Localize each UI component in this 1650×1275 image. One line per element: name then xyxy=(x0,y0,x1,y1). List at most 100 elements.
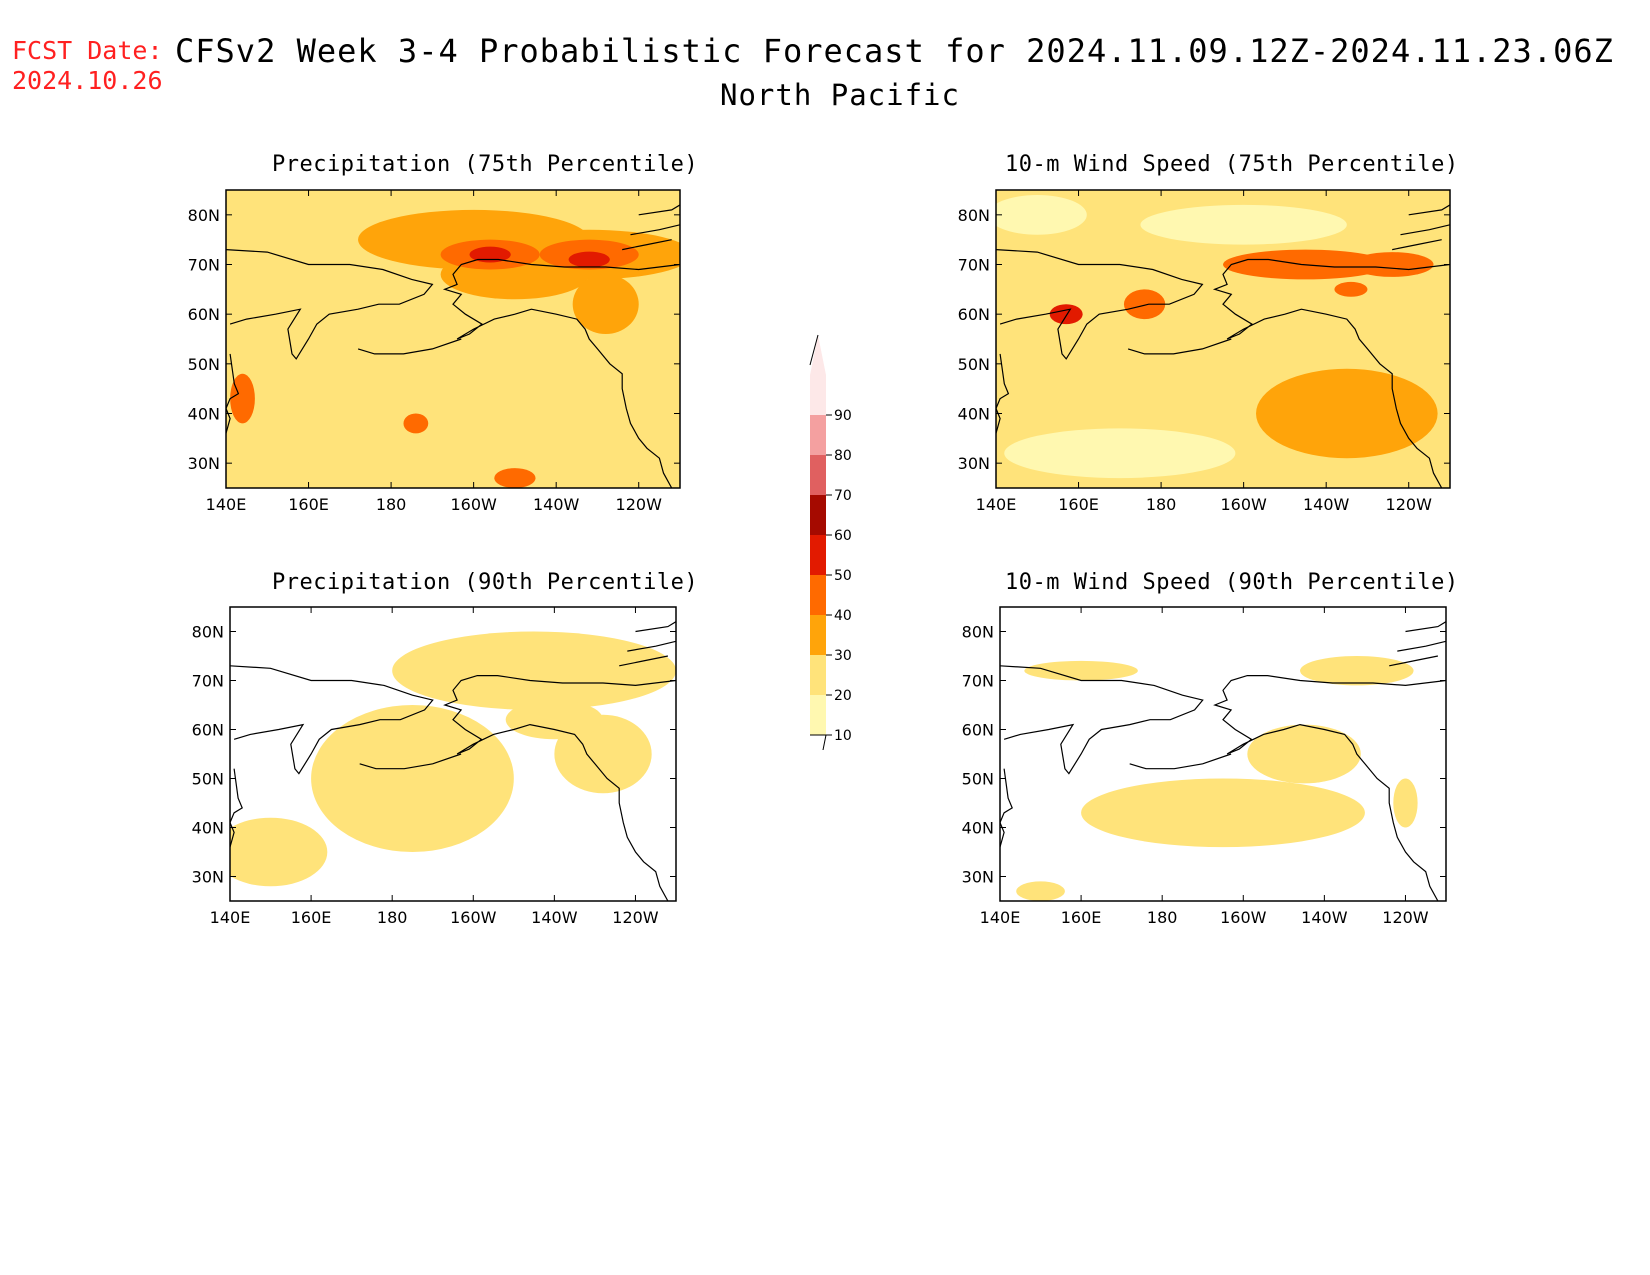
probability-patch xyxy=(1081,778,1365,848)
lon-tick-label: 160W xyxy=(1220,495,1267,514)
lat-tick-label: 60N xyxy=(192,721,224,740)
panel-title-wind90: 10-m Wind Speed (90th Percentile) xyxy=(1005,570,1459,595)
colorbar-tick-label: 10 xyxy=(834,728,852,744)
lon-tick-label: 140W xyxy=(1303,495,1350,514)
coastline xyxy=(1127,338,1232,355)
colorbar-segment xyxy=(810,615,826,655)
coastline xyxy=(443,675,676,901)
coastline xyxy=(1392,239,1442,251)
coastline xyxy=(359,753,462,770)
probability-patch xyxy=(1024,660,1138,681)
coastline xyxy=(226,249,434,360)
lon-tick-label: 160E xyxy=(1061,908,1102,927)
coastline xyxy=(357,338,462,355)
lat-tick-label: 40N xyxy=(188,405,220,424)
coastline xyxy=(1129,753,1232,770)
lon-tick-label: 180 xyxy=(1147,908,1178,927)
coastline xyxy=(1213,675,1446,901)
coastline xyxy=(630,224,680,236)
lon-tick-label: 160W xyxy=(450,908,497,927)
colorbar-segment xyxy=(810,495,826,535)
colorbar-tick-label: 30 xyxy=(834,648,852,664)
lat-tick-label: 70N xyxy=(962,672,994,691)
lat-tick-label: 70N xyxy=(192,672,224,691)
lat-tick-label: 60N xyxy=(962,721,994,740)
colorbar-tick-label: 80 xyxy=(834,448,852,464)
colorbar-segment xyxy=(810,455,826,495)
lon-tick-label: 140E xyxy=(980,908,1021,927)
lon-tick-label: 140E xyxy=(206,495,247,514)
lon-tick-label: 120W xyxy=(1382,908,1429,927)
panel-title-precip90: Precipitation (90th Percentile) xyxy=(272,570,699,595)
coastline xyxy=(1400,224,1450,236)
map-frame xyxy=(225,189,681,489)
lat-tick-label: 60N xyxy=(958,305,990,324)
probability-patch xyxy=(1393,778,1418,828)
probability-patch xyxy=(469,246,511,263)
probability-patch xyxy=(1123,289,1166,320)
lat-tick-label: 40N xyxy=(192,819,224,838)
map-wind90: 140E 160E 180 160W 140W 120W 30N 40N 50N 60N 70N 80… xyxy=(962,606,1447,927)
fcst-date-value: 2024.10.26 xyxy=(12,66,163,95)
map-precip90: 140E 160E 180 160W 140W 120W 30N 40N 50N 60N 70N 80… xyxy=(192,606,677,927)
colorbar-legend: 10 20 30 40 50 60 70 80 90 xyxy=(809,334,852,750)
coastline xyxy=(1405,621,1446,633)
lon-tick-label: 160E xyxy=(1058,495,1099,514)
lat-tick-label: 30N xyxy=(958,454,990,473)
lat-tick-label: 80N xyxy=(958,206,990,225)
map-wind75: 140E 160E 180 160W 140W 120W 30N 40N 50N 60N 70N 80… xyxy=(958,189,1451,514)
probability-patch xyxy=(1140,204,1347,245)
colorbar-tick-label: 70 xyxy=(834,488,852,504)
colorbar-tick-label: 40 xyxy=(834,608,852,624)
lon-tick-label: 120W xyxy=(616,495,663,514)
probability-patch xyxy=(230,373,255,424)
coastline xyxy=(622,239,672,251)
lat-tick-label: 80N xyxy=(188,206,220,225)
map-background xyxy=(1000,607,1446,901)
lon-tick-label: 140E xyxy=(976,495,1017,514)
probability-patch xyxy=(505,700,604,740)
lon-tick-label: 120W xyxy=(612,908,659,927)
probability-patch xyxy=(392,631,676,710)
coastline xyxy=(996,249,1204,360)
colorbar-segment xyxy=(810,695,826,735)
probability-patch xyxy=(403,413,429,434)
lat-tick-label: 50N xyxy=(958,355,990,374)
lon-tick-label: 160E xyxy=(288,495,329,514)
colorbar-tick-label: 20 xyxy=(834,688,852,704)
probability-patch xyxy=(996,194,1087,235)
colorbar-tick-label: 50 xyxy=(834,568,852,584)
probability-patch xyxy=(1334,281,1368,297)
probability-patch xyxy=(311,705,514,852)
coastline xyxy=(638,204,680,216)
panel-title-wind75: 10-m Wind Speed (75th Percentile) xyxy=(1005,152,1459,177)
lat-tick-label: 30N xyxy=(188,454,220,473)
map-precip75: 140E 160E 180 160W 140W 120W 30N 40N 50N 60N 70N 80… xyxy=(188,189,681,514)
lat-tick-label: 80N xyxy=(962,623,994,642)
lat-tick-label: 70N xyxy=(188,256,220,275)
colorbar-segment xyxy=(810,535,826,575)
lat-tick-label: 50N xyxy=(192,770,224,789)
probability-patch xyxy=(1300,656,1414,686)
lon-tick-label: 160E xyxy=(291,908,332,927)
lat-tick-label: 40N xyxy=(962,819,994,838)
probability-patch xyxy=(1247,724,1361,784)
coastline xyxy=(1408,204,1450,216)
map-frame xyxy=(995,189,1451,489)
probability-patch xyxy=(230,817,328,887)
lon-tick-label: 160W xyxy=(1220,908,1267,927)
coastline xyxy=(627,640,676,652)
lon-tick-label: 180 xyxy=(1146,495,1177,514)
lon-tick-label: 180 xyxy=(377,908,408,927)
lat-tick-label: 40N xyxy=(958,405,990,424)
probability-patch xyxy=(1016,881,1065,901)
lon-tick-label: 160W xyxy=(450,495,497,514)
colorbar-tick-label: 60 xyxy=(834,528,852,544)
forecast-date: FCST Date: 2024.10.26 xyxy=(12,36,163,96)
coastline xyxy=(1212,258,1450,488)
colorbar-segment xyxy=(810,655,826,695)
lon-tick-label: 140E xyxy=(210,908,251,927)
probability-patch xyxy=(1004,428,1236,479)
fcst-date-label: FCST Date: xyxy=(12,36,163,65)
lon-tick-label: 140W xyxy=(531,908,578,927)
